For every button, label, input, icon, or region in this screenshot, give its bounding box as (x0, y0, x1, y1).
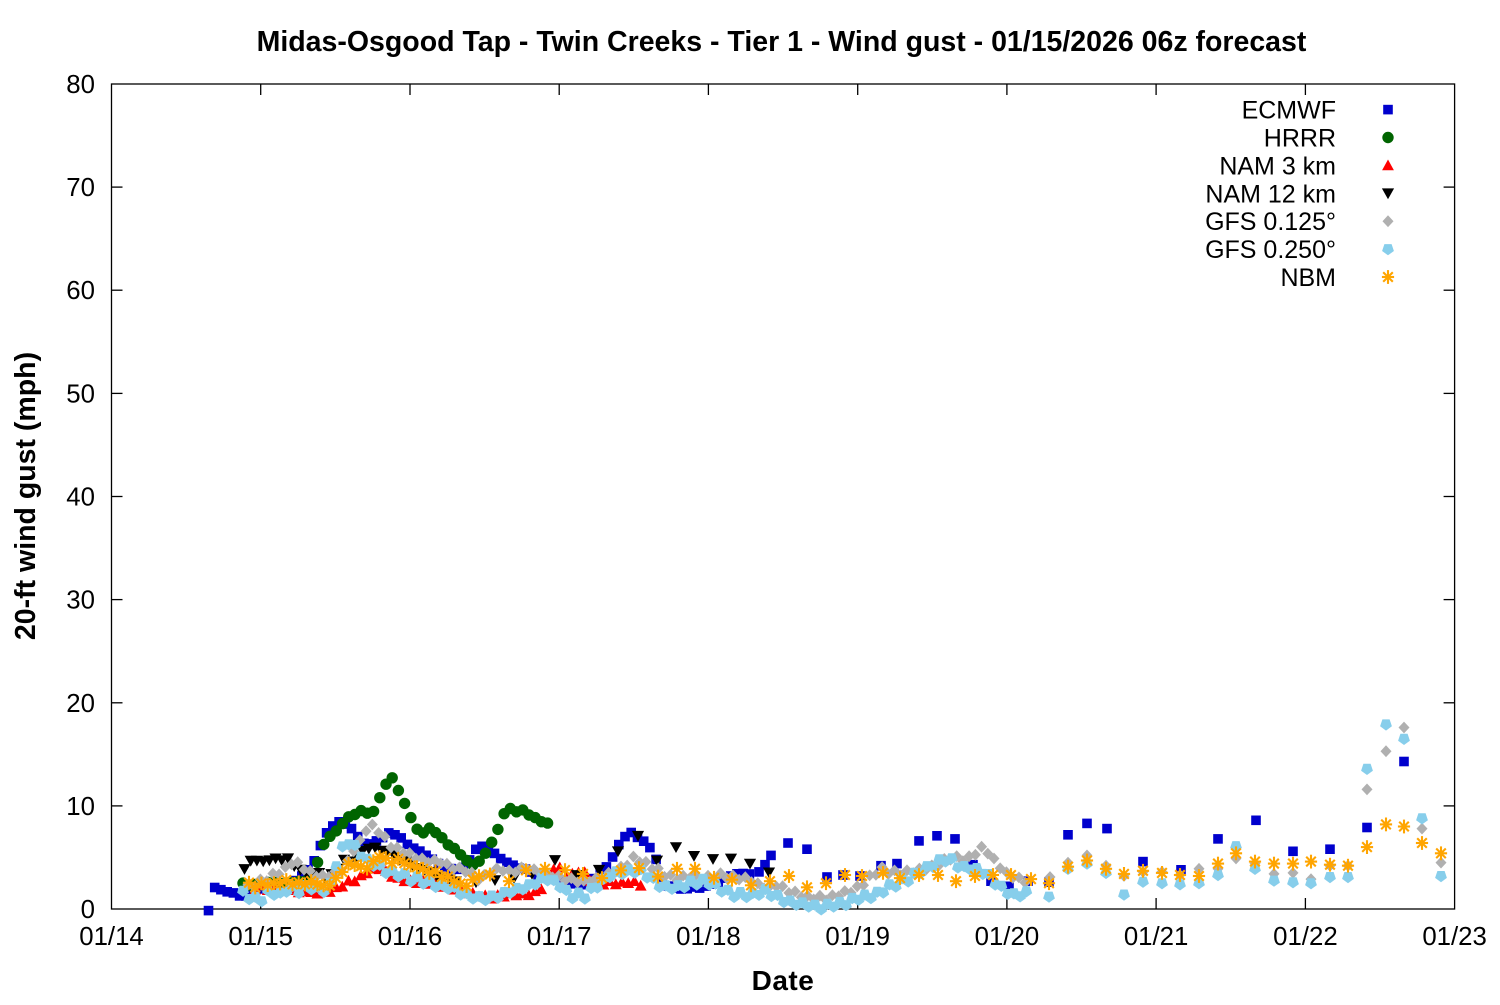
svg-text:30: 30 (66, 587, 95, 615)
svg-text:50: 50 (66, 380, 95, 408)
svg-text:60: 60 (66, 277, 95, 305)
svg-text:10: 10 (66, 793, 95, 821)
svg-text:70: 70 (66, 174, 95, 202)
svg-text:0: 0 (81, 896, 95, 924)
svg-text:Date: Date (752, 965, 815, 996)
svg-text:NBM: NBM (1280, 264, 1336, 292)
svg-text:01/14: 01/14 (79, 923, 144, 951)
svg-text:01/17: 01/17 (527, 923, 592, 951)
svg-text:ECMWF: ECMWF (1242, 97, 1336, 125)
svg-text:Midas-Osgood Tap - Twin Creeks: Midas-Osgood Tap - Twin Creeks - Tier 1 … (257, 26, 1307, 58)
svg-text:01/15: 01/15 (228, 923, 293, 951)
svg-text:80: 80 (66, 71, 95, 99)
svg-text:NAM 3 km: NAM 3 km (1219, 152, 1336, 180)
svg-text:01/23: 01/23 (1422, 923, 1487, 951)
svg-text:20: 20 (66, 690, 95, 718)
svg-text:01/16: 01/16 (378, 923, 443, 951)
svg-text:01/19: 01/19 (825, 923, 890, 951)
svg-text:NAM 12 km: NAM 12 km (1205, 180, 1336, 208)
svg-text:01/21: 01/21 (1124, 923, 1189, 951)
svg-text:01/18: 01/18 (676, 923, 741, 951)
svg-text:GFS 0.250°: GFS 0.250° (1205, 236, 1336, 264)
svg-text:20-ft wind gust (mph): 20-ft wind gust (mph) (10, 352, 42, 640)
svg-text:40: 40 (66, 484, 95, 512)
svg-text:01/22: 01/22 (1273, 923, 1338, 951)
svg-text:01/20: 01/20 (975, 923, 1040, 951)
svg-text:HRRR: HRRR (1264, 125, 1336, 153)
svg-text:GFS 0.125°: GFS 0.125° (1205, 208, 1336, 236)
